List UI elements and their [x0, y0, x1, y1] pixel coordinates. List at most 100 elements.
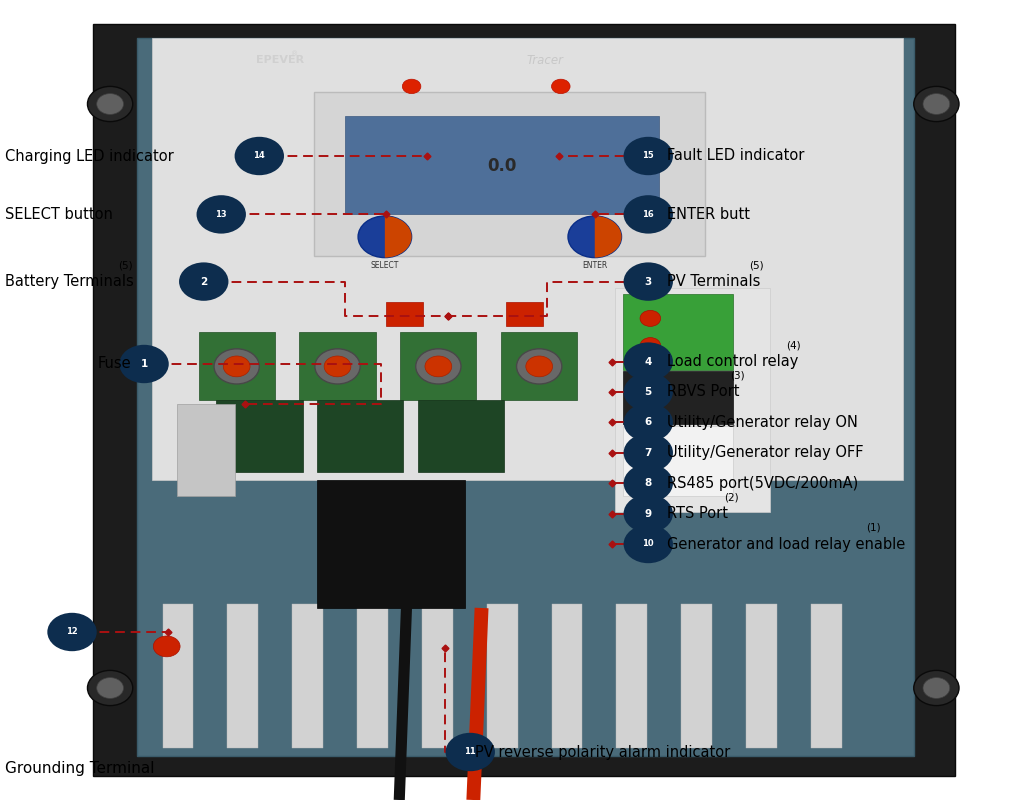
Polygon shape [623, 426, 733, 496]
Text: (3): (3) [731, 371, 745, 381]
Text: Grounding Terminal: Grounding Terminal [5, 761, 154, 775]
Circle shape [517, 349, 562, 384]
Polygon shape [317, 480, 465, 608]
Text: Tracer: Tracer [527, 54, 564, 66]
Polygon shape [357, 604, 388, 748]
Circle shape [416, 349, 461, 384]
Circle shape [358, 216, 412, 258]
Text: (4): (4) [786, 341, 801, 350]
Polygon shape [506, 302, 543, 326]
Polygon shape [552, 604, 582, 748]
Polygon shape [746, 604, 777, 748]
Polygon shape [137, 38, 914, 756]
Polygon shape [227, 604, 258, 748]
Polygon shape [418, 400, 504, 472]
Text: 1: 1 [140, 359, 148, 369]
Polygon shape [615, 288, 770, 512]
Circle shape [923, 94, 950, 114]
Polygon shape [422, 604, 453, 748]
Circle shape [87, 86, 133, 122]
Circle shape [624, 525, 673, 563]
Text: 7: 7 [644, 448, 652, 458]
Text: 15: 15 [642, 151, 654, 161]
Circle shape [197, 195, 246, 234]
Circle shape [402, 79, 421, 94]
Text: RBVS Port: RBVS Port [667, 385, 739, 399]
Circle shape [624, 137, 673, 175]
Text: 3: 3 [644, 277, 652, 286]
Polygon shape [386, 302, 423, 326]
Circle shape [425, 356, 452, 377]
Circle shape [914, 86, 959, 122]
Polygon shape [292, 604, 323, 748]
Text: RS485 port(5VDC/200mA): RS485 port(5VDC/200mA) [667, 476, 858, 490]
Text: (5): (5) [118, 261, 133, 270]
Circle shape [223, 356, 250, 377]
Text: EPEVER: EPEVER [256, 55, 304, 65]
Text: Load control relay: Load control relay [667, 354, 799, 369]
Circle shape [153, 636, 180, 657]
Polygon shape [400, 332, 476, 400]
Circle shape [119, 345, 169, 383]
Text: ENTER butt: ENTER butt [667, 207, 750, 222]
Circle shape [214, 349, 259, 384]
Text: 4: 4 [644, 357, 652, 366]
Circle shape [641, 378, 660, 393]
Polygon shape [314, 92, 705, 256]
Text: Generator and load relay enable: Generator and load relay enable [667, 537, 906, 551]
Circle shape [914, 670, 959, 706]
Circle shape [624, 373, 673, 411]
Circle shape [97, 678, 123, 698]
Text: Fault LED indicator: Fault LED indicator [667, 149, 805, 163]
Circle shape [526, 356, 553, 377]
Text: 10: 10 [642, 539, 654, 549]
Circle shape [641, 401, 660, 415]
Polygon shape [616, 604, 647, 748]
Circle shape [624, 262, 673, 301]
Circle shape [624, 494, 673, 533]
Text: ®: ® [291, 51, 298, 58]
Text: PV Terminals: PV Terminals [667, 274, 760, 289]
Text: Utility/Generator relay ON: Utility/Generator relay ON [667, 415, 857, 430]
Wedge shape [595, 216, 622, 258]
Circle shape [324, 356, 351, 377]
Text: 0.0: 0.0 [488, 157, 517, 174]
Polygon shape [487, 604, 518, 748]
Polygon shape [93, 24, 955, 776]
Circle shape [640, 310, 661, 326]
Polygon shape [216, 400, 303, 472]
Text: (5): (5) [749, 261, 764, 270]
Text: (1): (1) [866, 523, 881, 533]
Circle shape [87, 670, 133, 706]
Text: 11: 11 [464, 747, 476, 757]
Circle shape [624, 342, 673, 381]
Circle shape [624, 464, 673, 502]
Text: SELECT: SELECT [370, 261, 399, 270]
Circle shape [446, 733, 495, 771]
Text: 14: 14 [253, 151, 265, 161]
Text: 13: 13 [215, 210, 227, 219]
Circle shape [552, 79, 570, 94]
Polygon shape [299, 332, 376, 400]
Circle shape [179, 262, 228, 301]
Circle shape [624, 195, 673, 234]
Text: Charging LED indicator: Charging LED indicator [5, 149, 174, 163]
Circle shape [568, 216, 622, 258]
Text: 2: 2 [200, 277, 208, 286]
Circle shape [640, 338, 661, 354]
Circle shape [235, 137, 284, 175]
Text: RTS Port: RTS Port [667, 506, 728, 521]
Polygon shape [623, 371, 733, 424]
Polygon shape [199, 332, 275, 400]
Polygon shape [501, 332, 577, 400]
Text: (2): (2) [724, 493, 739, 502]
Wedge shape [385, 216, 412, 258]
Circle shape [624, 434, 673, 472]
Text: 12: 12 [66, 627, 78, 637]
Polygon shape [681, 604, 712, 748]
Polygon shape [177, 404, 235, 496]
Polygon shape [811, 604, 842, 748]
Polygon shape [345, 116, 659, 214]
Polygon shape [623, 294, 733, 370]
Circle shape [47, 613, 97, 651]
